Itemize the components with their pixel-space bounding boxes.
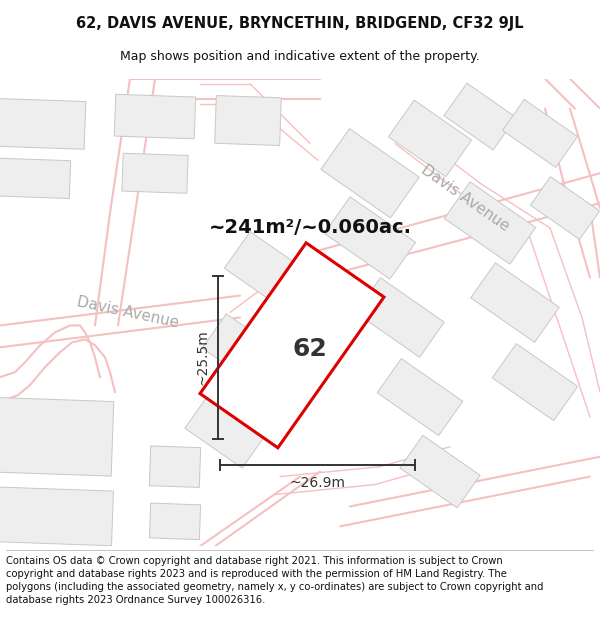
Polygon shape: [200, 243, 384, 448]
Polygon shape: [444, 83, 516, 150]
Text: ~25.5m: ~25.5m: [195, 329, 209, 385]
Text: Contains OS data © Crown copyright and database right 2021. This information is : Contains OS data © Crown copyright and d…: [6, 556, 544, 605]
Polygon shape: [215, 96, 281, 146]
Polygon shape: [0, 98, 86, 149]
Polygon shape: [445, 182, 536, 264]
Polygon shape: [492, 344, 578, 421]
Polygon shape: [0, 487, 113, 546]
Polygon shape: [224, 231, 316, 314]
Polygon shape: [356, 278, 444, 358]
Text: ~241m²/~0.060ac.: ~241m²/~0.060ac.: [209, 219, 412, 238]
Polygon shape: [202, 314, 288, 391]
Text: Davis Avenue: Davis Avenue: [418, 162, 512, 234]
Polygon shape: [471, 262, 559, 343]
Text: ~26.9m: ~26.9m: [290, 476, 346, 489]
Polygon shape: [388, 100, 472, 177]
Polygon shape: [400, 436, 480, 508]
Polygon shape: [325, 197, 416, 279]
Text: Map shows position and indicative extent of the property.: Map shows position and indicative extent…: [120, 50, 480, 63]
Polygon shape: [502, 99, 578, 168]
Polygon shape: [114, 94, 196, 139]
Polygon shape: [0, 158, 71, 199]
Polygon shape: [321, 129, 419, 218]
Polygon shape: [0, 398, 114, 476]
Text: 62: 62: [293, 338, 328, 361]
Polygon shape: [149, 503, 200, 539]
Polygon shape: [122, 153, 188, 193]
Polygon shape: [530, 177, 599, 239]
Polygon shape: [185, 396, 265, 468]
Polygon shape: [377, 359, 463, 436]
Polygon shape: [149, 446, 200, 488]
Text: 62, DAVIS AVENUE, BRYNCETHIN, BRIDGEND, CF32 9JL: 62, DAVIS AVENUE, BRYNCETHIN, BRIDGEND, …: [76, 16, 524, 31]
Text: Davis Avenue: Davis Avenue: [76, 294, 181, 331]
